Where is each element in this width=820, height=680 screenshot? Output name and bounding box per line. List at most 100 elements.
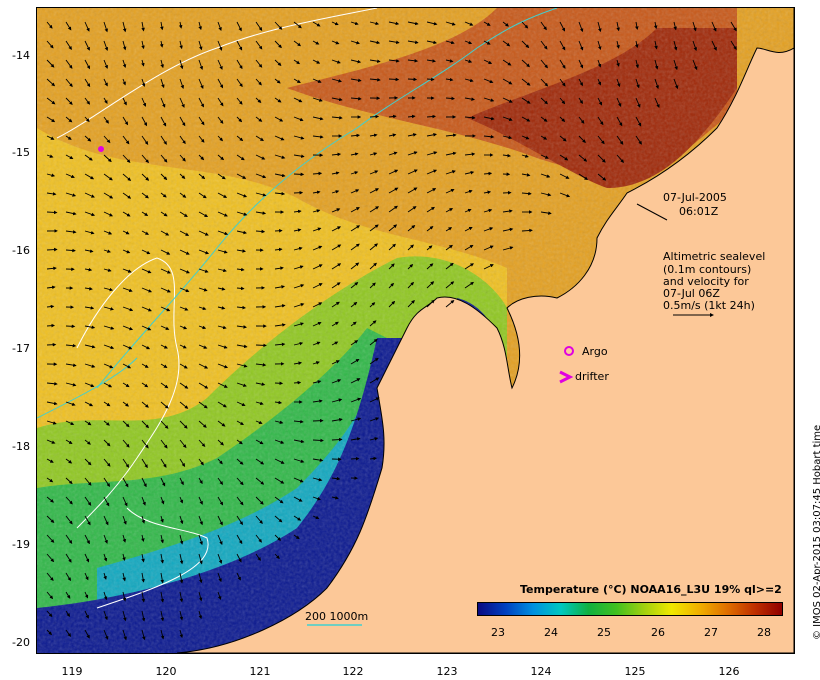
velocity-arrow	[46, 553, 55, 563]
velocity-arrow	[236, 363, 248, 368]
velocity-arrow	[236, 154, 245, 161]
velocity-arrow	[388, 243, 396, 251]
argo-marker[interactable]	[98, 146, 104, 152]
velocity-arrow	[198, 458, 204, 466]
velocity-arrow	[122, 572, 126, 582]
velocity-arrow	[198, 306, 207, 311]
velocity-arrow	[597, 173, 607, 181]
velocity-arrow	[350, 378, 361, 384]
colorbar-tick: 25	[597, 626, 611, 639]
velocity-arrow	[84, 78, 91, 88]
velocity-arrow	[293, 228, 302, 232]
velocity-arrow	[293, 246, 303, 251]
velocity-arrow	[578, 173, 589, 180]
velocity-arrow	[236, 211, 248, 216]
velocity-arrow	[198, 154, 205, 161]
velocity-arrow	[331, 115, 343, 120]
velocity-arrow	[369, 437, 379, 441]
velocity-arrow	[274, 515, 283, 523]
velocity-arrow	[312, 380, 322, 384]
velocity-arrow	[293, 284, 305, 289]
velocity-arrow	[255, 401, 264, 406]
velocity-arrow	[46, 78, 56, 87]
velocity-arrow	[502, 227, 514, 232]
velocity-arrow	[331, 40, 340, 45]
velocity-arrow	[179, 629, 184, 639]
lat-tick: -18	[12, 440, 30, 453]
velocity-arrow	[445, 77, 454, 82]
velocity-arrow	[274, 154, 286, 159]
velocity-arrow	[312, 59, 321, 64]
date-leader-line	[636, 203, 668, 221]
velocity-arrow	[597, 21, 602, 33]
velocity-arrow	[217, 553, 223, 564]
velocity-arrow	[198, 135, 205, 143]
velocity-arrow	[141, 610, 146, 622]
velocity-arrow	[578, 116, 585, 124]
velocity-arrow	[274, 342, 286, 347]
velocity-arrow	[179, 610, 184, 621]
velocity-arrow	[255, 362, 267, 367]
map-frame[interactable]: 07-Jul-2005 06:01Z Altimetric sealevel (…	[36, 7, 795, 654]
velocity-arrow	[122, 553, 126, 561]
velocity-arrow	[616, 97, 622, 108]
velocity-arrow	[350, 437, 361, 441]
velocity-arrow	[293, 515, 302, 521]
velocity-arrow	[141, 268, 152, 274]
velocity-arrow	[673, 21, 677, 31]
velocity-arrow	[141, 363, 149, 368]
velocity-arrow	[312, 245, 323, 251]
velocity-arrow	[331, 398, 343, 403]
velocity-arrow	[65, 192, 77, 197]
bathymetry-contour	[37, 357, 138, 419]
velocity-arrow	[445, 300, 455, 308]
velocity-arrow	[407, 169, 418, 175]
velocity-arrow	[122, 344, 133, 350]
velocity-arrow	[236, 382, 247, 387]
velocity-arrow	[293, 40, 302, 47]
velocity-arrow	[236, 230, 247, 235]
velocity-arrow	[217, 78, 224, 89]
velocity-arrow	[502, 40, 511, 47]
velocity-arrow	[236, 286, 245, 291]
velocity-arrow	[274, 266, 284, 270]
velocity-arrow	[445, 96, 455, 101]
velocity-arrow	[84, 496, 92, 506]
velocity-arrow	[84, 249, 94, 253]
velocity-arrow	[141, 78, 146, 87]
velocity-arrow	[274, 420, 284, 424]
velocity-arrow	[141, 534, 145, 542]
velocity-arrow	[293, 341, 304, 346]
velocity-arrow	[122, 610, 127, 622]
velocity-arrow	[84, 553, 90, 563]
velocity-arrow	[521, 97, 531, 104]
velocity-arrow	[217, 192, 228, 198]
velocity-arrow	[521, 78, 531, 86]
velocity-arrow	[426, 151, 438, 156]
velocity-arrow	[692, 40, 698, 52]
velocity-arrow	[160, 154, 168, 163]
velocity-arrow	[122, 78, 126, 86]
colorbar	[477, 602, 783, 616]
velocity-arrow	[178, 21, 183, 29]
velocity-arrow	[160, 325, 170, 330]
velocity-arrow	[84, 116, 90, 123]
velocity-arrow	[426, 206, 435, 213]
velocity-arrow	[255, 40, 263, 50]
velocity-arrow	[445, 133, 457, 137]
velocity-arrow	[331, 341, 339, 346]
velocity-arrow	[46, 154, 54, 158]
velocity-arrow	[160, 629, 165, 640]
velocity-arrow	[350, 78, 362, 83]
velocity-arrow	[103, 344, 115, 350]
velocity-arrow	[159, 40, 164, 48]
velocity-arrow	[540, 154, 549, 159]
velocity-arrow	[84, 629, 90, 639]
velocity-arrow	[521, 191, 532, 196]
lon-tick: 120	[155, 665, 177, 678]
velocity-arrow	[635, 78, 640, 89]
velocity-arrow	[540, 21, 547, 31]
velocity-arrow	[483, 134, 495, 139]
velocity-arrow	[84, 173, 95, 180]
velocity-arrow	[293, 439, 305, 444]
